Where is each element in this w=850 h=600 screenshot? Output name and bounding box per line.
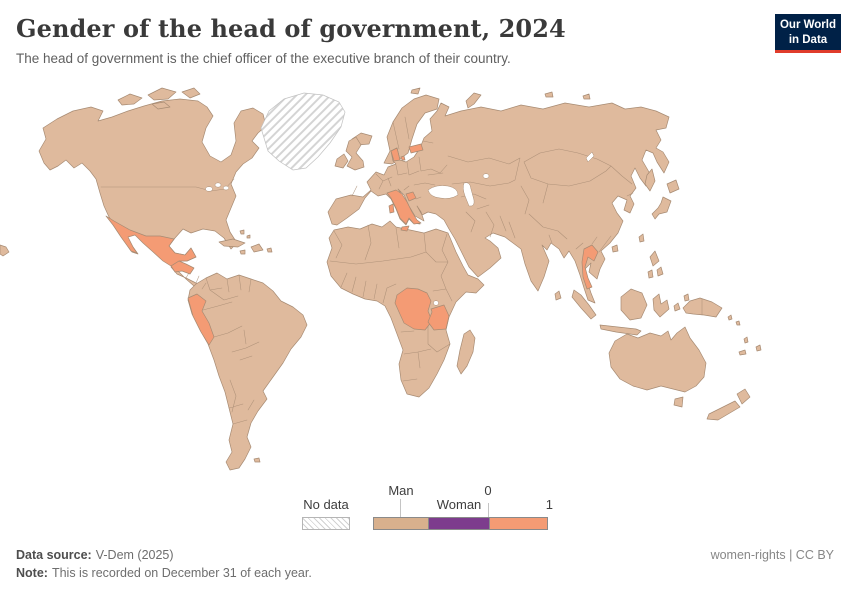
owid-logo-line2: in Data xyxy=(788,33,828,46)
country-honduras xyxy=(170,260,195,275)
note-label: Note: xyxy=(16,566,48,580)
legend-woman-label: Woman xyxy=(436,497,482,512)
island-moluccas xyxy=(673,293,690,312)
country-philippines xyxy=(647,250,664,279)
data-source-label: Data source: xyxy=(16,548,92,562)
island-sulawesi xyxy=(652,293,670,318)
black-sea xyxy=(427,185,459,199)
country-bosnia xyxy=(405,191,417,202)
attribution-link[interactable]: women-rights | CC BY xyxy=(710,548,834,562)
legend-tick-zero xyxy=(488,503,489,517)
caspian-sea xyxy=(462,182,475,207)
woman-countries-layer[interactable] xyxy=(105,143,599,346)
edge-sliver-chukotka xyxy=(0,244,10,257)
island-sumatra xyxy=(571,289,597,320)
country-greenland-no-data[interactable] xyxy=(260,92,346,171)
island-taiwan xyxy=(611,233,645,253)
island-new-guinea xyxy=(682,297,723,318)
country-north-america xyxy=(38,98,267,304)
legend-tick-zero-label: 0 xyxy=(484,483,492,498)
legend-tick-one-label: 1 xyxy=(545,497,553,512)
country-united-kingdom xyxy=(345,136,365,171)
country-sri-lanka xyxy=(554,290,562,301)
arctic-russian-islands xyxy=(410,87,591,109)
pacific-islands xyxy=(727,314,762,356)
legend-segment-scale[interactable] xyxy=(489,517,548,530)
lakes-layer xyxy=(205,151,595,306)
legend-no-data-label: No data xyxy=(303,497,349,512)
data-source-value[interactable]: V-Dem (2025) xyxy=(95,548,174,562)
country-thailand xyxy=(581,244,599,290)
note-value: This is recorded on December 31 of each … xyxy=(51,566,312,580)
chart-footer: Data source: V-Dem (2025) Note: This is re… xyxy=(16,546,312,582)
note-line: Note: This is recorded on December 31 of … xyxy=(16,564,312,582)
aral-sea xyxy=(482,173,490,179)
country-japan xyxy=(651,179,680,220)
country-tanzania xyxy=(427,304,450,331)
island-falklands xyxy=(253,457,261,463)
chart-header: Gender of the head of government, 2024 T… xyxy=(16,12,756,68)
arctic-islands xyxy=(117,87,201,110)
island-borneo xyxy=(620,288,648,321)
country-new-zealand xyxy=(706,388,751,421)
country-denmark xyxy=(390,147,406,162)
country-australia xyxy=(608,326,707,393)
legend-segment-man[interactable] xyxy=(373,517,429,530)
page-title: Gender of the head of government, 2024 xyxy=(16,14,566,43)
country-italy xyxy=(386,189,422,232)
owid-logo[interactable]: Our World in Data xyxy=(775,14,841,54)
country-borders-layer xyxy=(100,116,703,425)
island-java xyxy=(599,324,642,336)
country-peru xyxy=(187,293,215,346)
chart-subtitle: The head of government is the chief offi… xyxy=(16,51,511,66)
country-latvia xyxy=(408,143,424,154)
legend-no-data-swatch[interactable] xyxy=(302,517,350,530)
lake-baikal xyxy=(585,151,595,163)
legend-segment-woman[interactable] xyxy=(428,517,490,530)
landmass-layer[interactable] xyxy=(0,87,762,471)
legend-tick-man xyxy=(400,499,401,517)
island-tasmania xyxy=(673,396,684,408)
caribbean-islands xyxy=(218,229,273,255)
owid-logo-line1: Our World xyxy=(779,19,836,31)
lake-victoria xyxy=(433,300,439,306)
country-south-america xyxy=(187,272,308,471)
island-sakhalin xyxy=(644,168,656,192)
country-ireland xyxy=(334,153,349,169)
legend-color-bar xyxy=(373,517,548,530)
legend-man-label: Man xyxy=(388,483,414,498)
country-madagascar xyxy=(456,329,476,375)
data-source-line: Data source: V-Dem (2025) xyxy=(16,546,312,564)
